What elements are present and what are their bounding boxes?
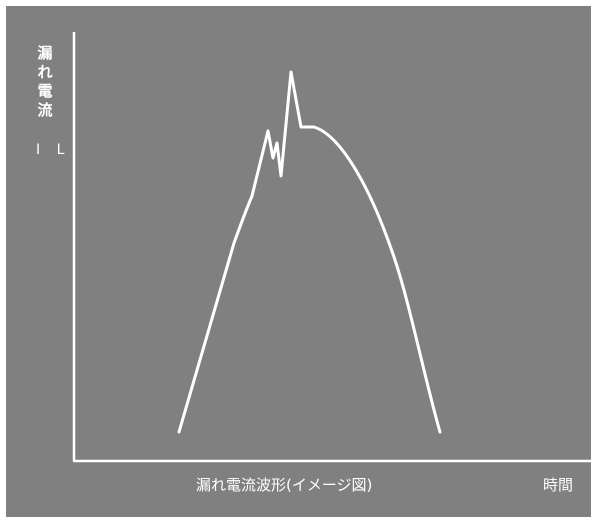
x-axis-label: 時間 <box>543 476 574 494</box>
diagram-panel <box>6 6 591 517</box>
y-axis-label-char: れ <box>37 63 53 81</box>
y-axis-symbol: I L <box>36 142 71 158</box>
y-axis-label-char: 漏 <box>37 44 53 62</box>
y-axis-label: 漏 れ 電 流 <box>34 44 56 120</box>
y-axis-label-char: 流 <box>37 101 53 119</box>
leakage-current-waveform <box>177 70 442 434</box>
y-axis-label-char: 電 <box>37 82 53 100</box>
diagram-caption: 漏れ電流波形(イメージ図) <box>196 476 373 494</box>
